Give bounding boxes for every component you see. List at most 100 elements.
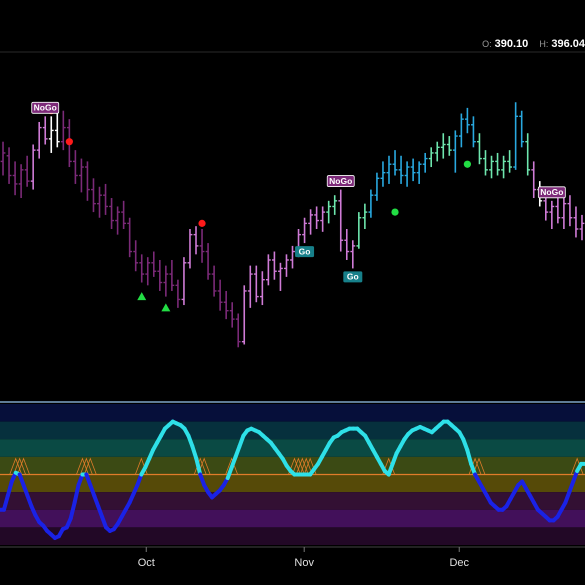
oscillator-segment bbox=[1, 493, 10, 512]
oscillator-band bbox=[0, 404, 585, 422]
price-bar bbox=[151, 251, 157, 277]
signal-dot bbox=[391, 208, 399, 216]
price-bar bbox=[338, 189, 344, 252]
label-box bbox=[537, 186, 566, 199]
x-tick-label: Oct bbox=[138, 557, 155, 569]
x-tick-label: Dec bbox=[449, 557, 469, 569]
x-tick-label: Nov bbox=[294, 557, 314, 569]
x-axis: Oct Nov Dec bbox=[138, 547, 470, 569]
ohlc-readout: O: 390.10 H: 396.04 bbox=[474, 38, 585, 50]
price-bar bbox=[290, 245, 295, 269]
signal-dot bbox=[463, 160, 471, 168]
price-bar bbox=[525, 133, 531, 176]
price-bar bbox=[30, 144, 36, 190]
oscillator-spike bbox=[17, 457, 30, 475]
oscillator-band bbox=[0, 439, 585, 457]
price-bar bbox=[169, 259, 175, 291]
label-box bbox=[343, 271, 363, 283]
price-bar bbox=[181, 257, 187, 306]
price-bar bbox=[217, 279, 223, 311]
price-bar bbox=[446, 136, 452, 156]
price-bar bbox=[368, 189, 374, 218]
price-bar bbox=[464, 107, 470, 134]
price-bar bbox=[404, 161, 410, 187]
price-bar bbox=[320, 206, 326, 232]
oscillator-spike bbox=[225, 457, 239, 475]
nogo-label: NoGo bbox=[326, 175, 355, 187]
oscillator-band bbox=[0, 492, 585, 510]
price-bar bbox=[428, 147, 434, 168]
price-bar bbox=[265, 254, 271, 286]
price-bar bbox=[452, 130, 458, 173]
price-bar bbox=[531, 161, 537, 199]
price-bar bbox=[398, 155, 404, 184]
oscillator-segment bbox=[194, 456, 203, 477]
oscillator-spike bbox=[83, 457, 97, 475]
price-bar bbox=[103, 183, 108, 215]
price-bar bbox=[350, 240, 356, 269]
price-bar bbox=[573, 206, 579, 238]
price-bar bbox=[259, 271, 265, 306]
signal-dot bbox=[65, 138, 73, 146]
price-bar bbox=[163, 265, 169, 297]
nogo-label: NoGo bbox=[537, 186, 566, 199]
oscillator-segment bbox=[465, 447, 474, 466]
open-value: 390.10 bbox=[494, 38, 529, 50]
oscillator-segment bbox=[68, 500, 77, 521]
price-bar bbox=[139, 254, 145, 283]
label-text: NoGo bbox=[329, 176, 352, 186]
price-bar bbox=[272, 251, 277, 280]
oscillator-band bbox=[0, 527, 585, 545]
price-bar bbox=[60, 110, 66, 151]
price-bar bbox=[127, 217, 133, 258]
price-bar bbox=[380, 161, 386, 187]
signal-triangle bbox=[161, 303, 171, 312]
price-bar bbox=[12, 161, 18, 196]
price-pane: NoGo NoGo Go Go NoGo bbox=[0, 101, 585, 348]
price-bar bbox=[133, 240, 139, 272]
label-text: NoGo bbox=[540, 187, 563, 197]
price-bar bbox=[109, 198, 114, 229]
price-bar bbox=[199, 229, 205, 263]
price-bar bbox=[356, 212, 362, 249]
price-bar bbox=[24, 155, 30, 187]
nogo-label: NoGo bbox=[31, 101, 60, 114]
price-bar bbox=[458, 113, 464, 148]
price-bar bbox=[302, 217, 307, 244]
signal-triangle bbox=[137, 292, 147, 301]
oscillator-band bbox=[0, 421, 585, 440]
price-bar bbox=[145, 257, 151, 286]
price-bar bbox=[241, 285, 247, 345]
price-bar bbox=[410, 158, 416, 182]
price-bar bbox=[507, 150, 513, 173]
price-bar bbox=[91, 178, 96, 213]
price-bar bbox=[175, 279, 181, 308]
price-bar bbox=[326, 200, 332, 224]
oscillator-band bbox=[0, 474, 585, 493]
oscillator-spike bbox=[570, 457, 584, 475]
price-bar bbox=[284, 254, 289, 277]
oscillator-spike bbox=[193, 457, 207, 475]
label-box bbox=[295, 246, 315, 258]
price-bar bbox=[211, 265, 217, 297]
price-bar bbox=[205, 243, 211, 280]
price-bar bbox=[501, 155, 506, 179]
price-bar bbox=[422, 152, 428, 173]
price-bar bbox=[235, 313, 241, 348]
price-bar bbox=[555, 195, 561, 224]
price-bar bbox=[374, 172, 380, 201]
price-bar bbox=[6, 147, 12, 184]
price-bar bbox=[308, 209, 313, 235]
price-bar bbox=[489, 155, 494, 179]
price-bar bbox=[278, 262, 283, 291]
price-bar bbox=[386, 155, 392, 184]
price-bar bbox=[549, 200, 555, 229]
price-bar bbox=[115, 206, 121, 235]
price-bar bbox=[187, 229, 193, 269]
price-bar bbox=[0, 141, 6, 176]
price-bar bbox=[247, 265, 253, 308]
price-bar bbox=[253, 265, 259, 303]
price-bar bbox=[36, 121, 42, 159]
price-bar bbox=[434, 141, 440, 162]
oscillator-segment bbox=[72, 483, 81, 505]
